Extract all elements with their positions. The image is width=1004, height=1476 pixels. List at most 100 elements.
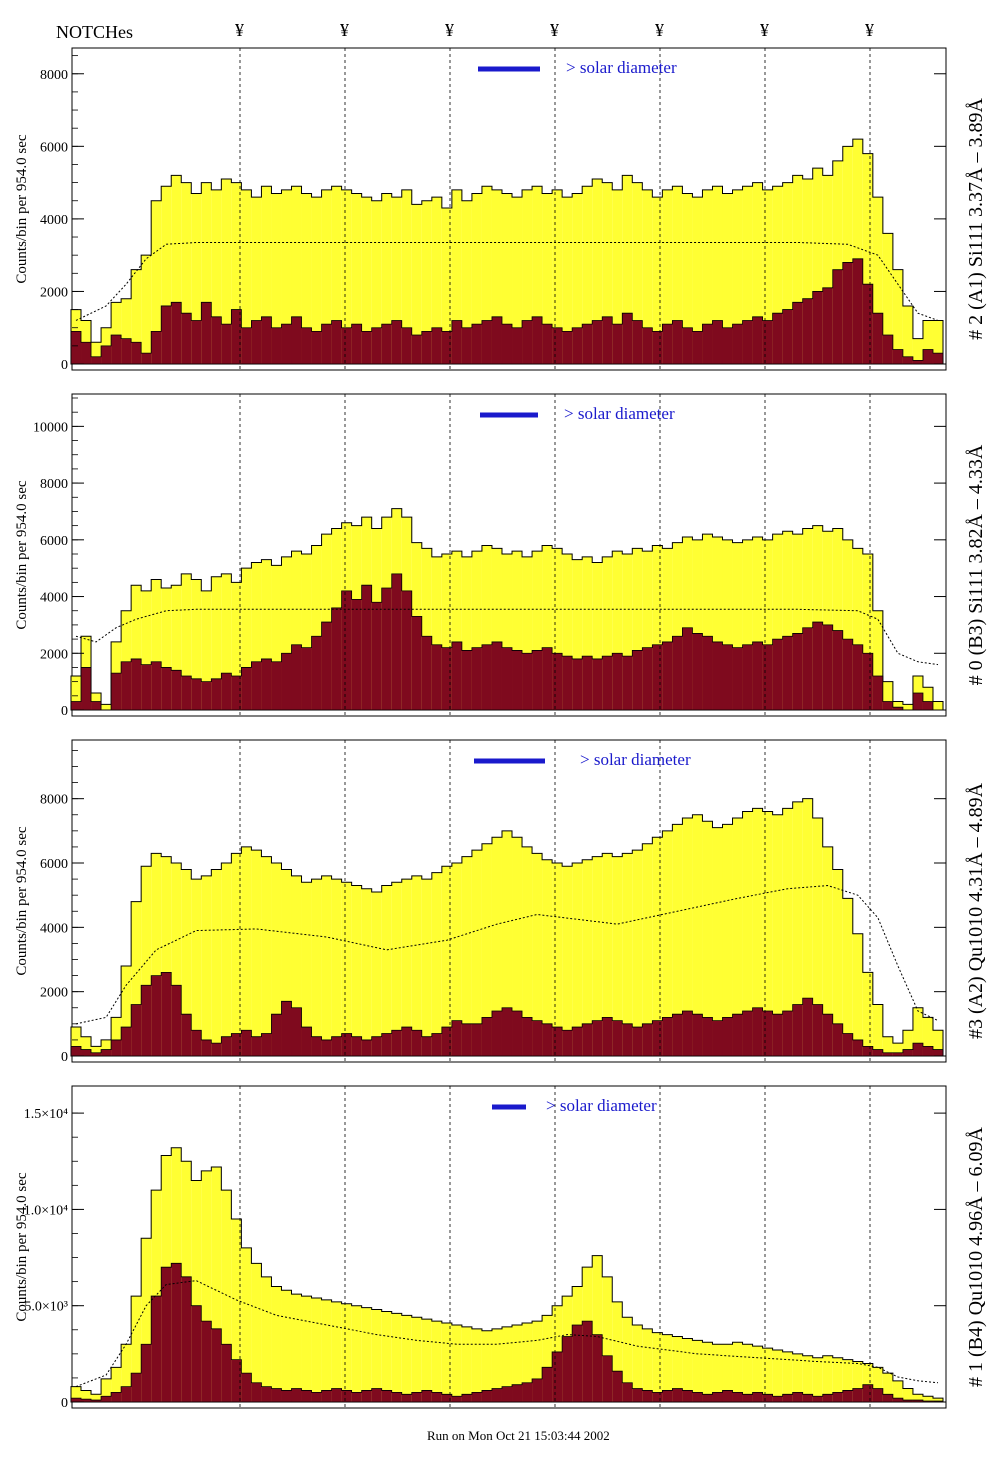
fine-bin bbox=[882, 701, 893, 710]
fine-bin bbox=[922, 349, 933, 364]
fine-bin bbox=[532, 316, 543, 364]
fine-bin bbox=[632, 1027, 643, 1056]
fine-bin bbox=[742, 1394, 753, 1402]
fine-bin bbox=[862, 1384, 873, 1402]
total-bin bbox=[752, 182, 763, 364]
y-tick-label: 4000 bbox=[40, 921, 68, 936]
fine-bin bbox=[171, 302, 182, 364]
fine-bin bbox=[602, 1017, 613, 1056]
fine-bin bbox=[411, 1030, 422, 1056]
fine-bin bbox=[862, 1046, 873, 1056]
total-bin bbox=[271, 1286, 282, 1402]
fine-bin bbox=[912, 1043, 923, 1056]
fine-bin bbox=[501, 1007, 513, 1056]
total-bin bbox=[562, 197, 573, 364]
total-bin bbox=[481, 1330, 492, 1402]
total-bin bbox=[802, 178, 813, 364]
fine-bin bbox=[321, 1039, 332, 1056]
total-bin bbox=[171, 585, 182, 710]
fine-bin bbox=[882, 1052, 893, 1056]
total-bin bbox=[652, 837, 663, 1056]
total-bin bbox=[231, 853, 242, 1056]
total-bin bbox=[672, 186, 683, 364]
fine-bin bbox=[311, 636, 322, 710]
total-bin bbox=[662, 189, 673, 364]
fine-bin bbox=[662, 1017, 673, 1056]
y-tick-label: 1.0×10⁴ bbox=[24, 1203, 68, 1218]
total-bin bbox=[772, 534, 783, 710]
fine-bin bbox=[491, 1010, 502, 1056]
smoothed-curve bbox=[75, 885, 939, 1025]
fine-bin bbox=[532, 650, 543, 710]
fine-bin bbox=[70, 1046, 82, 1056]
total-bin bbox=[131, 585, 142, 710]
fine-bin bbox=[602, 1355, 613, 1402]
fine-bin bbox=[652, 644, 663, 710]
smoothed-curve bbox=[75, 241, 939, 321]
total-bin bbox=[291, 551, 302, 710]
fine-bin bbox=[552, 1027, 563, 1056]
total-bin bbox=[922, 687, 933, 710]
fine-bin bbox=[902, 356, 913, 364]
total-bin bbox=[842, 539, 853, 710]
notches-header: NOTCHes ¥ ¥ ¥ ¥ ¥ ¥ ¥ bbox=[56, 20, 874, 42]
fine-bin bbox=[121, 338, 132, 364]
total-bin bbox=[151, 200, 162, 364]
fine-bin bbox=[191, 320, 202, 364]
fine-bin bbox=[772, 313, 783, 364]
fine-bin bbox=[181, 1276, 192, 1402]
fine-bin bbox=[712, 1020, 723, 1056]
y-tick-label: 4000 bbox=[40, 591, 68, 606]
notch-marker-4: ¥ bbox=[550, 20, 559, 40]
total-bin bbox=[121, 965, 132, 1056]
total-bin bbox=[792, 1353, 803, 1402]
fine-bin bbox=[542, 1023, 553, 1056]
fine-bin bbox=[371, 602, 382, 710]
fine-bin bbox=[792, 633, 803, 710]
fine-bin bbox=[391, 573, 402, 710]
total-bin bbox=[912, 1007, 923, 1056]
fine-bin bbox=[281, 1001, 292, 1056]
total-outline bbox=[70, 138, 944, 365]
fine-bin bbox=[572, 1324, 583, 1402]
fine-bin bbox=[712, 641, 723, 710]
panel-1: 0 2000 4000 6000 8000 Counts/bin per 954.0 se… bbox=[14, 47, 987, 373]
total-bin bbox=[91, 1394, 102, 1402]
total-bin bbox=[451, 551, 462, 710]
fine-bin bbox=[532, 1020, 543, 1056]
total-bin bbox=[882, 1036, 893, 1056]
total-bin bbox=[762, 1348, 773, 1402]
total-bin bbox=[592, 178, 603, 364]
total-bin bbox=[91, 342, 102, 364]
total-bin bbox=[712, 827, 723, 1056]
total-bin bbox=[802, 528, 813, 710]
total-bin bbox=[922, 320, 933, 364]
smoothed-curve bbox=[75, 608, 939, 666]
fine-bin bbox=[552, 1351, 563, 1402]
total-bin bbox=[722, 193, 733, 364]
total-bin bbox=[121, 1344, 132, 1402]
y-tick-label: 8000 bbox=[40, 68, 68, 83]
fine-bin bbox=[341, 590, 352, 710]
total-bin bbox=[862, 554, 873, 710]
total-bin bbox=[481, 843, 492, 1056]
total-bin bbox=[512, 1324, 523, 1402]
fine-bin bbox=[512, 327, 523, 364]
total-bin bbox=[812, 525, 823, 710]
y-tick-label: 8000 bbox=[40, 477, 68, 492]
total-bin bbox=[772, 814, 783, 1056]
notches-title: NOTCHes bbox=[56, 22, 133, 42]
fine-bin bbox=[271, 661, 282, 710]
fine-bin bbox=[411, 1392, 422, 1402]
fine-bin bbox=[792, 1004, 803, 1056]
y-tick-label: 5.0×10³ bbox=[24, 1300, 68, 1315]
total-bin bbox=[261, 1276, 272, 1402]
y-tick-label: 1.5×10⁴ bbox=[24, 1107, 68, 1122]
total-bin bbox=[321, 1299, 332, 1402]
total-bin bbox=[832, 1357, 843, 1402]
fine-bin bbox=[612, 653, 623, 710]
fine-bin bbox=[231, 1359, 242, 1402]
total-bin bbox=[251, 197, 262, 364]
total-bin bbox=[371, 200, 382, 364]
fine-bin bbox=[131, 1004, 142, 1056]
